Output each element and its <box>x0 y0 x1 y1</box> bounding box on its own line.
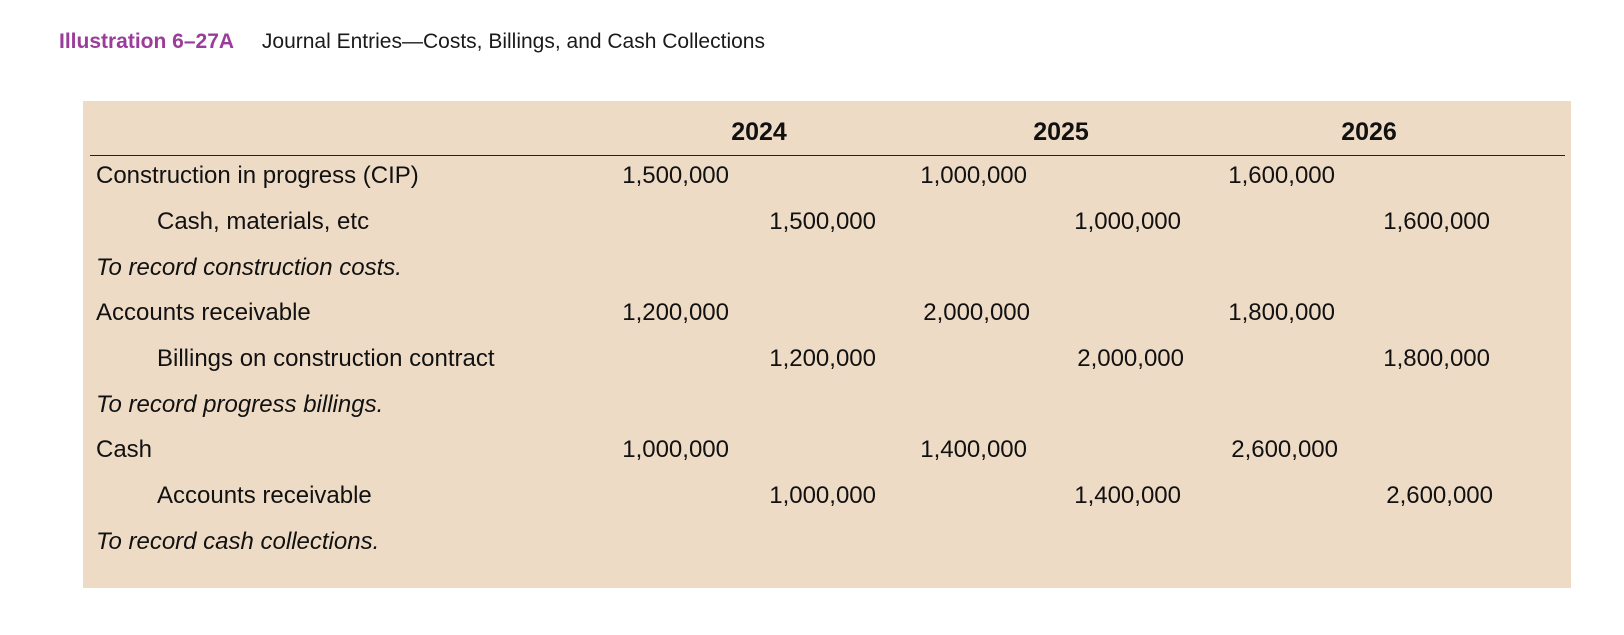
debit-amount-2024: 1,000,000 <box>622 436 729 463</box>
credit-amount-2025: 1,400,000 <box>1074 482 1181 509</box>
debit-amount-2026: 1,800,000 <box>1228 299 1335 326</box>
journal-entries-table: 2024 2025 2026 Construction in progress … <box>83 101 1571 588</box>
debit-amount-2026: 1,600,000 <box>1228 162 1335 189</box>
credit-account: Billings on construction contract <box>157 345 495 372</box>
journal-debit-row: Construction in progress (CIP) 1,500,000… <box>83 155 1571 201</box>
journal-debit-row: Accounts receivable 1,200,000 2,000,000 … <box>83 292 1571 338</box>
debit-account: Accounts receivable <box>96 299 311 326</box>
debit-amount-2025: 2,000,000 <box>923 299 1030 326</box>
journal-credit-row: Cash, materials, etc 1,500,000 1,000,000… <box>83 201 1571 247</box>
debit-account: Construction in progress (CIP) <box>96 162 419 189</box>
debit-amount-2025: 1,000,000 <box>920 162 1027 189</box>
journal-memo-row: To record progress billings. <box>83 384 1571 430</box>
debit-amount-2024: 1,200,000 <box>622 299 729 326</box>
credit-amount-2024: 1,200,000 <box>769 345 876 372</box>
debit-account: Cash <box>96 436 153 463</box>
credit-amount-2024: 1,000,000 <box>769 482 876 509</box>
credit-amount-2026: 2,600,000 <box>1386 482 1493 509</box>
year-header-2024: 2024 <box>731 118 787 146</box>
illustration-title: Journal Entries—Costs, Billings, and Cas… <box>261 30 765 53</box>
year-header-2026: 2026 <box>1341 118 1397 146</box>
entry-memo: To record progress billings. <box>96 391 384 418</box>
journal-credit-row: Accounts receivable 1,000,000 1,400,000 … <box>83 475 1571 521</box>
journal-debit-row: Cash 1,000,000 1,400,000 2,600,000 <box>83 429 1571 475</box>
credit-amount-2025: 2,000,000 <box>1077 345 1184 372</box>
journal-memo-row: To record construction costs. <box>83 247 1571 293</box>
credit-account: Accounts receivable <box>157 482 372 509</box>
journal-credit-row: Billings on construction contract 1,200,… <box>83 338 1571 384</box>
header-rule <box>90 155 1565 156</box>
debit-amount-2024: 1,500,000 <box>622 162 729 189</box>
credit-amount-2025: 1,000,000 <box>1074 208 1181 235</box>
credit-amount-2026: 1,800,000 <box>1383 345 1490 372</box>
entry-memo: To record cash collections. <box>96 528 380 555</box>
entry-memo: To record construction costs. <box>96 254 402 281</box>
debit-amount-2026: 2,600,000 <box>1231 436 1338 463</box>
figure-caption: Illustration 6–27A Journal Entries—Costs… <box>59 30 765 54</box>
journal-memo-row: To record cash collections. <box>83 521 1571 567</box>
illustration-label: Illustration 6–27A <box>59 30 235 53</box>
credit-amount-2024: 1,500,000 <box>769 208 876 235</box>
credit-amount-2026: 1,600,000 <box>1383 208 1490 235</box>
year-header-2025: 2025 <box>1033 118 1089 146</box>
credit-account: Cash, materials, etc <box>157 208 370 235</box>
debit-amount-2025: 1,400,000 <box>920 436 1027 463</box>
